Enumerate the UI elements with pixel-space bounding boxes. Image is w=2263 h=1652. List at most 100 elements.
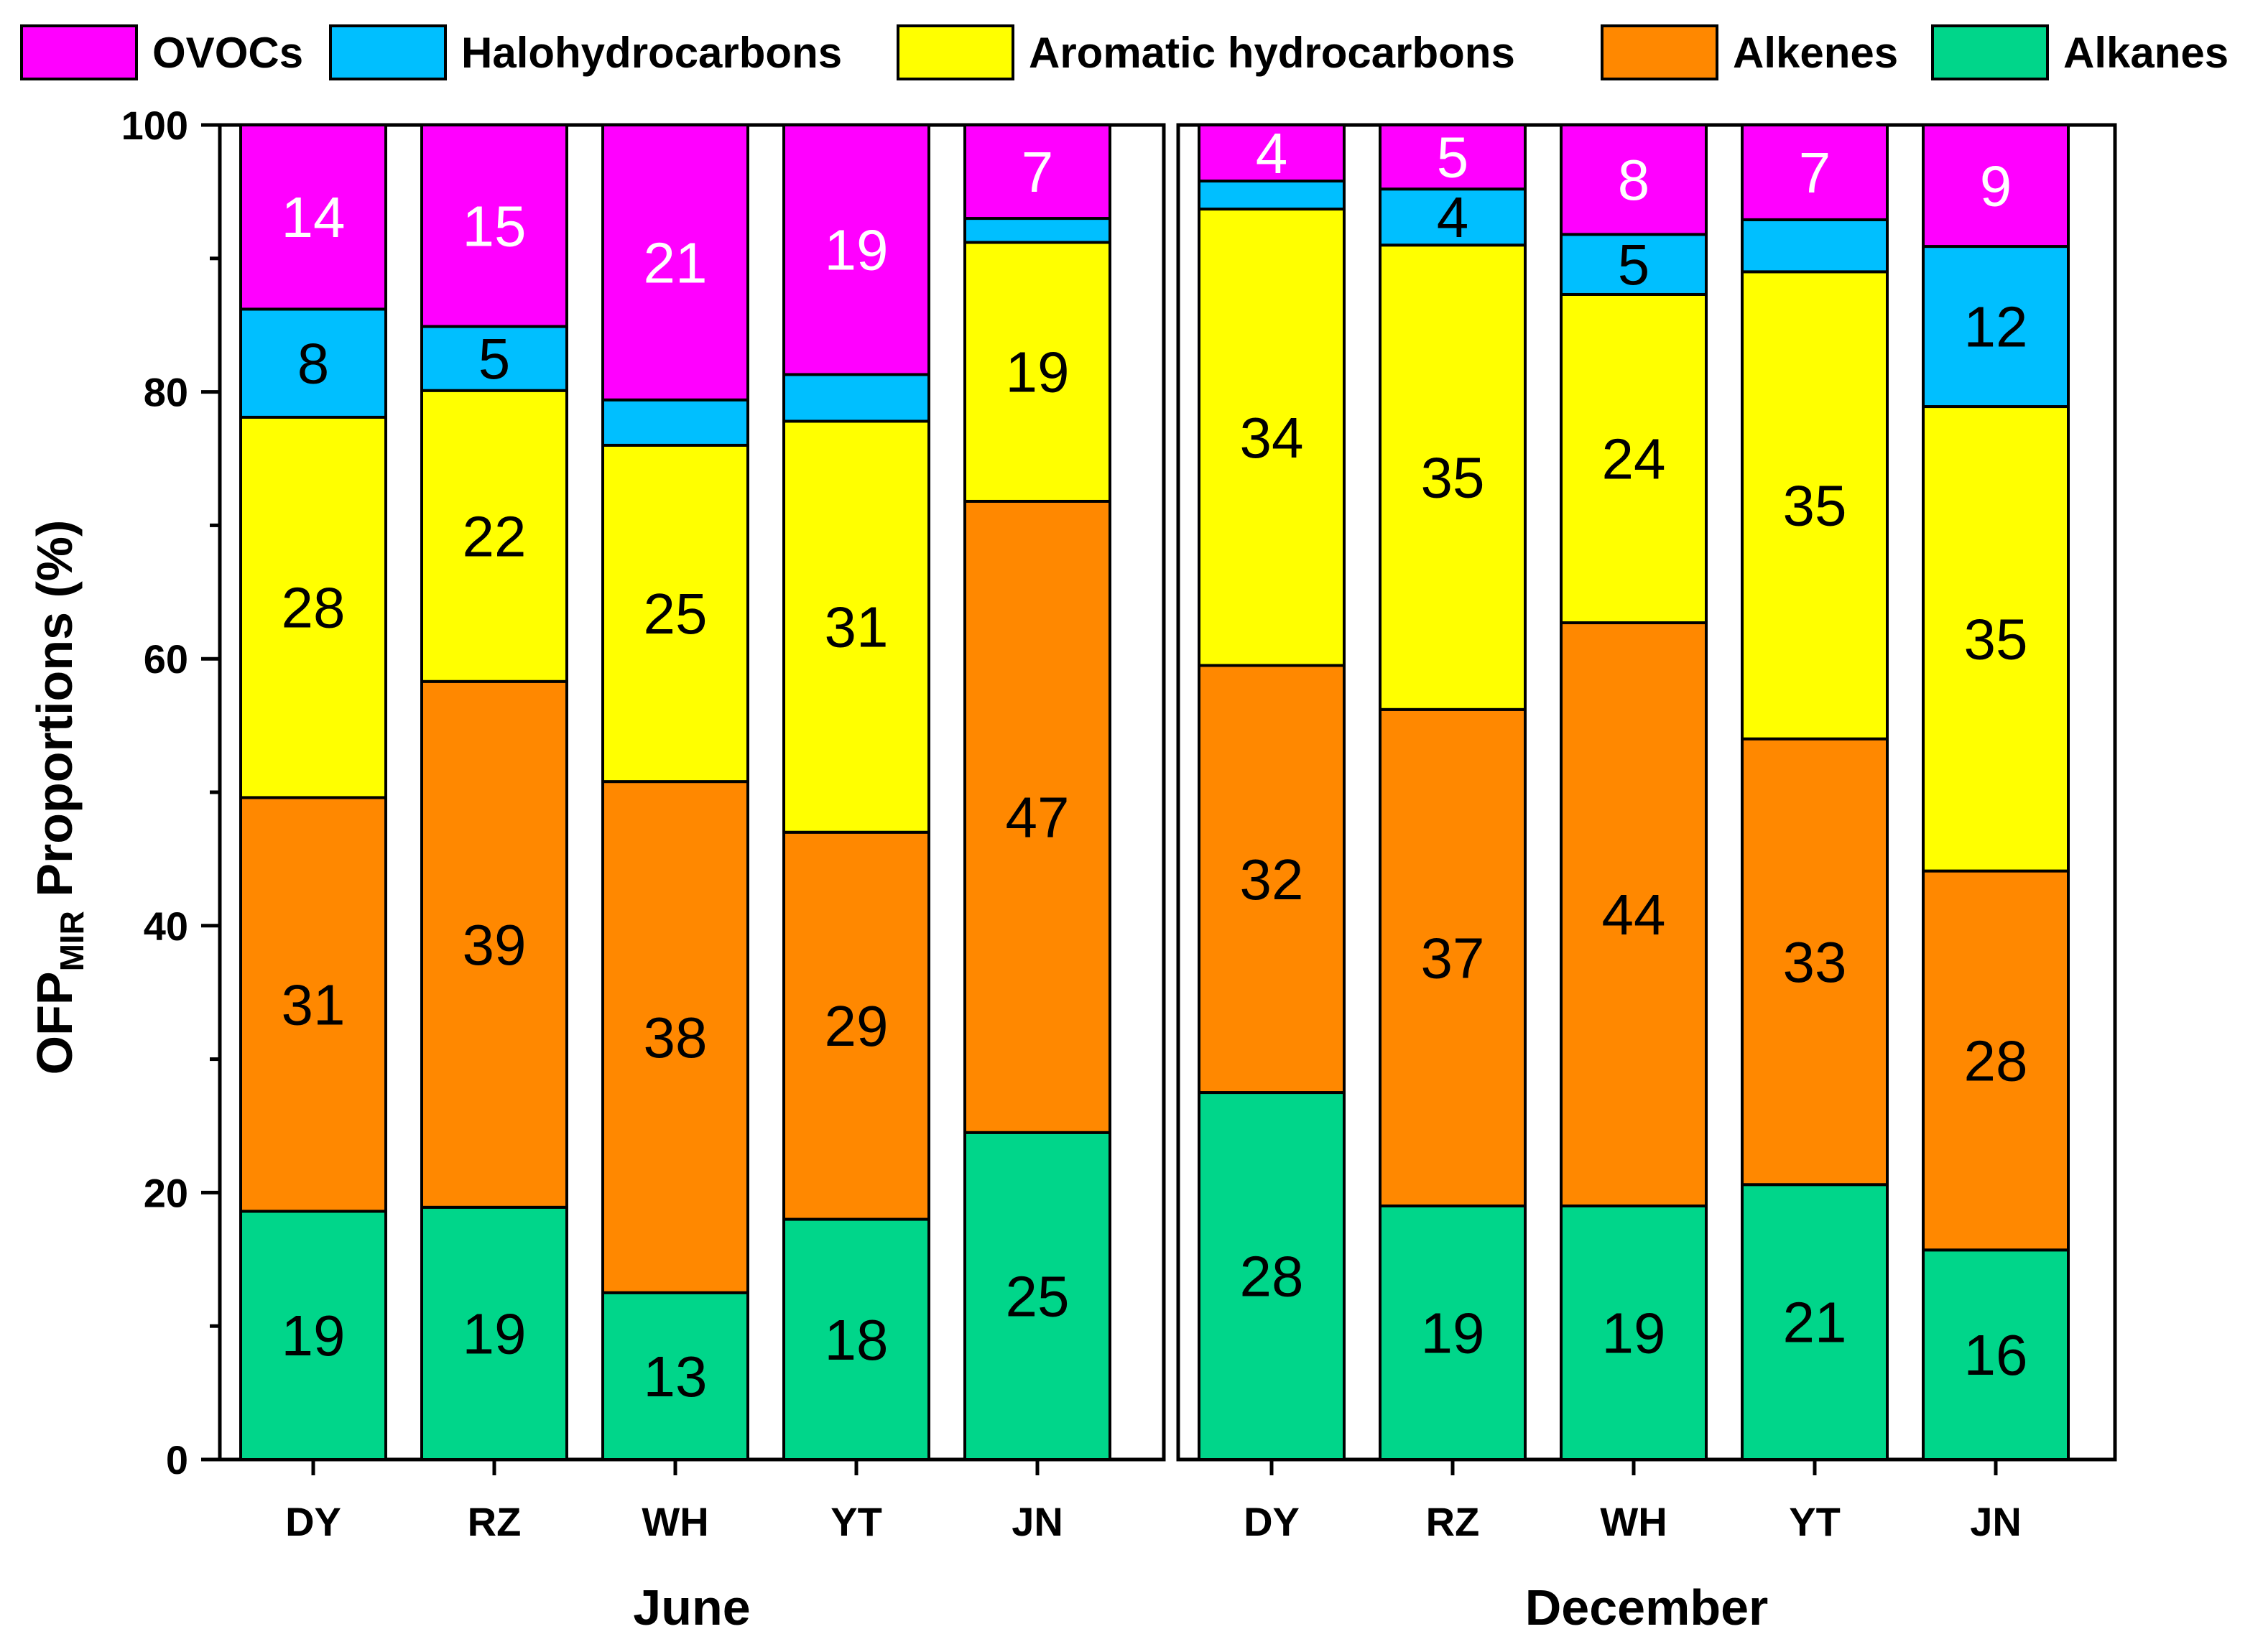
segment-label-ovocs: 21 bbox=[644, 231, 708, 294]
bar-june-rz: 19 39 22 5 15 bbox=[420, 124, 568, 1461]
x-tick-label-jn: JN bbox=[1970, 1499, 2022, 1544]
x-tick-label-jn: JN bbox=[1012, 1499, 1063, 1544]
segment-label-alkenes: 47 bbox=[1006, 785, 1070, 849]
legend-item-aromatic-hydrocarbons: Aromatic hydrocarbons bbox=[897, 24, 1515, 80]
legend-label-alkenes: Alkenes bbox=[1733, 29, 1898, 77]
segment-label-halohydrocarbons: 8 bbox=[297, 332, 330, 396]
segment-aromatic-hydrocarbons bbox=[1198, 208, 1346, 667]
segment-label-ovocs: 15 bbox=[463, 194, 527, 258]
segment-label-aromatic-hydrocarbons: 31 bbox=[825, 595, 889, 659]
segment-halohydrocarbons bbox=[782, 373, 930, 423]
segment-ovocs bbox=[1922, 124, 2070, 249]
segment-alkenes bbox=[1560, 621, 1708, 1207]
segment-label-alkenes: 44 bbox=[1602, 883, 1666, 947]
segment-label-alkanes: 16 bbox=[1964, 1323, 2028, 1387]
segment-halohydrocarbons bbox=[1741, 218, 1889, 274]
segment-alkenes bbox=[963, 499, 1111, 1134]
segment-label-ovocs: 7 bbox=[1799, 141, 1831, 205]
segment-label-alkenes: 37 bbox=[1421, 926, 1485, 990]
segment-halohydrocarbons bbox=[601, 398, 749, 447]
bar-december-yt: 21 33 35 7 bbox=[1741, 124, 1889, 1461]
segment-alkanes bbox=[1198, 1091, 1346, 1462]
segment-label-alkanes: 13 bbox=[644, 1345, 708, 1409]
segment-ovocs bbox=[963, 124, 1111, 221]
segment-aromatic-hydrocarbons bbox=[1922, 405, 2070, 873]
segment-label-aromatic-hydrocarbons: 22 bbox=[463, 504, 527, 568]
segment-label-ovocs: 5 bbox=[1437, 126, 1469, 190]
y-axis-title-main: OFP bbox=[27, 971, 83, 1075]
bar-june-dy: 19 31 28 8 14 bbox=[239, 124, 387, 1461]
segment-alkenes bbox=[1922, 869, 2070, 1252]
y-tick-label-80: 80 bbox=[144, 370, 188, 415]
segment-label-ovocs: 8 bbox=[1618, 148, 1650, 212]
segment-label-alkanes: 19 bbox=[282, 1304, 346, 1368]
segment-label-aromatic-hydrocarbons: 24 bbox=[1602, 427, 1666, 491]
legend-label-halohydrocarbons: Halohydrocarbons bbox=[461, 29, 842, 77]
segment-label-alkenes: 32 bbox=[1240, 848, 1304, 911]
segment-aromatic-hydrocarbons bbox=[1560, 292, 1708, 625]
legend-item-alkenes: Alkenes bbox=[1601, 24, 1898, 80]
segment-label-alkanes: 19 bbox=[463, 1301, 527, 1365]
segment-label-halohydrocarbons: 5 bbox=[478, 327, 511, 391]
segment-ovocs bbox=[239, 124, 387, 311]
segment-label-alkenes: 29 bbox=[825, 994, 889, 1058]
y-tick-label-20: 20 bbox=[144, 1170, 188, 1215]
segment-label-alkenes: 39 bbox=[463, 913, 527, 977]
x-tick-label-dy: DY bbox=[285, 1499, 341, 1544]
y-tick-label-40: 40 bbox=[144, 904, 188, 949]
segment-ovocs bbox=[1560, 124, 1708, 236]
y-tick-label-0: 0 bbox=[166, 1437, 188, 1482]
y-axis-title-subscript: MIR bbox=[53, 911, 91, 971]
segment-halohydrocarbons bbox=[1198, 180, 1346, 211]
segment-label-aromatic-hydrocarbons: 35 bbox=[1421, 446, 1485, 510]
segment-alkanes bbox=[1922, 1248, 2070, 1461]
segment-alkenes bbox=[782, 830, 930, 1221]
segment-ovocs bbox=[1379, 124, 1527, 191]
segment-label-aromatic-hydrocarbons: 35 bbox=[1783, 474, 1847, 538]
segment-alkanes bbox=[420, 1205, 568, 1461]
segment-aromatic-hydrocarbons bbox=[1379, 243, 1527, 711]
segment-label-halohydrocarbons: 4 bbox=[1437, 185, 1469, 249]
segment-label-ovocs: 7 bbox=[1022, 140, 1054, 204]
svg-text:OFPMIR Proportions (%): OFPMIR Proportions (%) bbox=[27, 520, 91, 1075]
bar-june-yt: 18 29 31 19 bbox=[782, 124, 930, 1462]
segment-label-aromatic-hydrocarbons: 25 bbox=[644, 582, 708, 646]
segment-label-aromatic-hydrocarbons: 19 bbox=[1006, 340, 1070, 404]
segment-label-alkanes: 19 bbox=[1421, 1301, 1485, 1365]
y-axis: 0 20 40 60 80 100 bbox=[121, 103, 220, 1482]
x-tick-label-yt: YT bbox=[1789, 1499, 1841, 1544]
segment-label-alkanes: 25 bbox=[1006, 1264, 1070, 1328]
segment-aromatic-hydrocarbons bbox=[420, 389, 568, 683]
segment-label-halohydrocarbons: 12 bbox=[1964, 295, 2028, 359]
bar-december-dy: 28 32 34 4 bbox=[1198, 121, 1346, 1462]
bar-december-rz: 19 37 35 45 bbox=[1379, 124, 1527, 1461]
segment-label-alkanes: 18 bbox=[825, 1308, 889, 1372]
bar-june-wh: 13 38 25 21 bbox=[601, 124, 749, 1461]
y-axis-title-suffix: Proportions (%) bbox=[27, 520, 83, 911]
bar-december-wh: 19 44 24 5 8 bbox=[1560, 124, 1708, 1461]
legend-label-ovocs: OVOCs bbox=[152, 29, 303, 77]
legend: OVOCs Halohydrocarbons Aromatic hydrocarbo… bbox=[20, 24, 2229, 80]
segment-label-aromatic-hydrocarbons: 35 bbox=[1964, 607, 2028, 671]
segment-label-ovocs: 19 bbox=[825, 218, 889, 282]
segment-alkenes bbox=[1198, 664, 1346, 1095]
x-tick-label-rz: RZ bbox=[1426, 1499, 1480, 1544]
segment-label-alkenes: 31 bbox=[282, 973, 346, 1036]
segment-label-ovocs: 9 bbox=[1980, 154, 2012, 218]
segment-label-aromatic-hydrocarbons: 28 bbox=[282, 576, 346, 640]
segment-label-ovocs: 14 bbox=[282, 185, 346, 249]
legend-swatch-ovocs bbox=[20, 24, 138, 80]
segment-label-alkanes: 28 bbox=[1240, 1245, 1304, 1309]
segment-aromatic-hydrocarbons bbox=[239, 415, 387, 799]
segment-alkenes bbox=[420, 679, 568, 1209]
segment-label-halohydrocarbons: 5 bbox=[1618, 233, 1650, 297]
x-tick-label-dy: DY bbox=[1244, 1499, 1300, 1544]
segment-ovocs bbox=[1198, 124, 1346, 183]
y-axis-title: OFPMIR Proportions (%) bbox=[27, 520, 91, 1075]
legend-swatch-halohydrocarbons bbox=[329, 24, 447, 80]
segment-label-ovocs: 4 bbox=[1256, 121, 1288, 185]
x-tick-label-wh: WH bbox=[1600, 1499, 1667, 1544]
legend-item-ovocs: OVOCs bbox=[20, 24, 303, 80]
segment-alkanes bbox=[782, 1217, 930, 1462]
